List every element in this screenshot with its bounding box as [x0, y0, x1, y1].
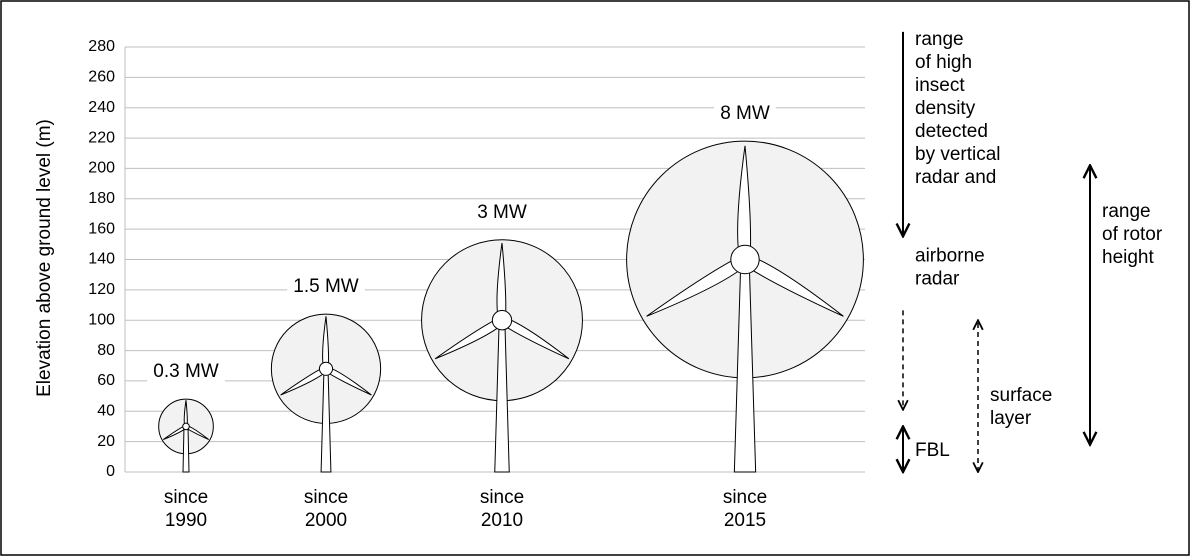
- y-tick-label: 260: [88, 69, 115, 86]
- label-background: [714, 103, 776, 125]
- tower: [182, 425, 190, 473]
- capacity-label: 1.5 MW: [293, 276, 359, 297]
- category-label: since 1990: [163, 487, 209, 531]
- hub: [182, 422, 190, 431]
- blade-shape: [324, 366, 372, 396]
- annotation-text: of high: [915, 52, 972, 73]
- blade: [496, 242, 507, 321]
- blade-shape: [646, 254, 749, 317]
- y-tick-label: 60: [97, 372, 115, 389]
- blade: [280, 366, 328, 396]
- blade: [741, 254, 844, 317]
- category-label: since 2010: [479, 487, 525, 531]
- blade: [434, 316, 505, 360]
- annotation-text: height: [1102, 247, 1154, 268]
- annotation-text: layer: [990, 408, 1032, 429]
- y-tick-label: 240: [88, 99, 115, 116]
- y-tick-label: 180: [88, 190, 115, 207]
- blade-shape: [280, 366, 328, 396]
- annotation-text: FBL: [915, 440, 950, 461]
- y-tick-label: 120: [88, 281, 115, 298]
- blade-shape: [322, 316, 330, 370]
- annotation-text: of rotor: [1102, 224, 1163, 245]
- annotation-text: detected: [915, 121, 988, 142]
- capacity-label: 3 MW: [477, 202, 527, 223]
- label-background: [471, 201, 533, 223]
- annotation-text: radar and: [915, 167, 996, 188]
- annotation-text: surface: [990, 385, 1052, 406]
- y-tick-label: 220: [88, 129, 115, 146]
- blade-shape: [434, 316, 505, 360]
- blade: [499, 316, 570, 360]
- annotation-text: density: [915, 98, 976, 119]
- annotation-text: airborne: [915, 245, 985, 266]
- y-tick-label: 160: [88, 220, 115, 237]
- y-axis-title: Elevation above ground level (m): [34, 119, 55, 397]
- y-tick-label: 80: [97, 342, 115, 359]
- y-tick-label: 140: [88, 251, 115, 268]
- annotation-text: range: [1102, 201, 1151, 222]
- blade: [324, 366, 372, 396]
- annotation-text: insect: [915, 75, 965, 96]
- hub: [318, 361, 334, 376]
- label-background: [287, 276, 365, 298]
- category-label: since 2000: [303, 487, 349, 531]
- blade: [737, 145, 752, 260]
- capacity-label: 0.3 MW: [153, 361, 219, 382]
- blade: [322, 316, 330, 370]
- y-tick-label: 200: [88, 160, 115, 177]
- y-tick-label: 0: [106, 463, 115, 480]
- hub: [491, 310, 513, 331]
- blade: [646, 254, 749, 317]
- y-tick-label: 40: [97, 403, 115, 420]
- category-label: since 2015: [722, 487, 768, 531]
- y-tick-label: 100: [88, 311, 115, 328]
- blade-shape: [496, 242, 507, 321]
- annotation-text: radar: [915, 268, 960, 289]
- blade-shape: [741, 254, 844, 317]
- y-tick-label: 20: [97, 433, 115, 450]
- y-tick-label: 280: [88, 38, 115, 55]
- capacity-label: 8 MW: [720, 103, 770, 124]
- annotation-text: by vertical: [915, 144, 1001, 165]
- annotation-text: range: [915, 29, 964, 50]
- blade-shape: [737, 145, 752, 260]
- label-background: [147, 361, 225, 383]
- blade-shape: [499, 316, 570, 360]
- hub: [730, 244, 760, 275]
